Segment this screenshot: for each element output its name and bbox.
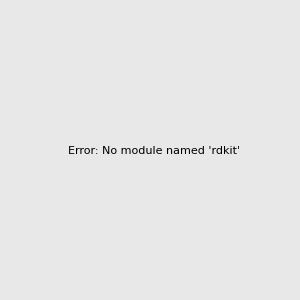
Text: Error: No module named 'rdkit': Error: No module named 'rdkit' [68,146,240,157]
